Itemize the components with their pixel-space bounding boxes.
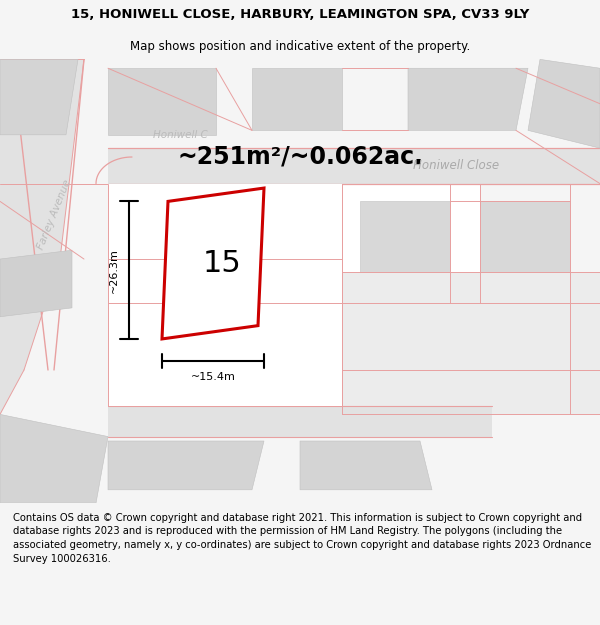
Polygon shape xyxy=(108,406,492,436)
Polygon shape xyxy=(252,68,342,131)
Polygon shape xyxy=(108,441,264,490)
Polygon shape xyxy=(108,68,216,135)
Polygon shape xyxy=(0,250,72,317)
Polygon shape xyxy=(0,414,108,503)
Text: Map shows position and indicative extent of the property.: Map shows position and indicative extent… xyxy=(130,40,470,52)
Text: 15, HONIWELL CLOSE, HARBURY, LEAMINGTON SPA, CV33 9LY: 15, HONIWELL CLOSE, HARBURY, LEAMINGTON … xyxy=(71,8,529,21)
Polygon shape xyxy=(120,170,480,414)
Polygon shape xyxy=(0,59,78,135)
Text: Farley Avenue: Farley Avenue xyxy=(35,178,73,251)
Polygon shape xyxy=(342,272,600,414)
Polygon shape xyxy=(480,201,570,272)
Polygon shape xyxy=(162,188,264,339)
Text: ~26.3m: ~26.3m xyxy=(109,248,119,292)
Text: Contains OS data © Crown copyright and database right 2021. This information is : Contains OS data © Crown copyright and d… xyxy=(13,513,592,564)
Text: 15: 15 xyxy=(203,249,241,278)
Text: Honiwell C: Honiwell C xyxy=(152,130,208,140)
Text: ~251m²/~0.062ac.: ~251m²/~0.062ac. xyxy=(177,145,423,169)
Polygon shape xyxy=(300,441,432,490)
Polygon shape xyxy=(108,184,342,406)
Polygon shape xyxy=(528,59,600,148)
Polygon shape xyxy=(0,59,84,414)
Text: Honiwell Close: Honiwell Close xyxy=(413,159,499,172)
Text: ~15.4m: ~15.4m xyxy=(191,372,235,382)
Polygon shape xyxy=(408,68,528,131)
Polygon shape xyxy=(108,148,600,184)
Polygon shape xyxy=(360,201,450,272)
